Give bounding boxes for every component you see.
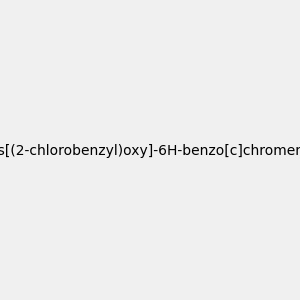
Text: 1,3-bis[(2-chlorobenzyl)oxy]-6H-benzo[c]chromen-6-one: 1,3-bis[(2-chlorobenzyl)oxy]-6H-benzo[c]…	[0, 145, 300, 158]
